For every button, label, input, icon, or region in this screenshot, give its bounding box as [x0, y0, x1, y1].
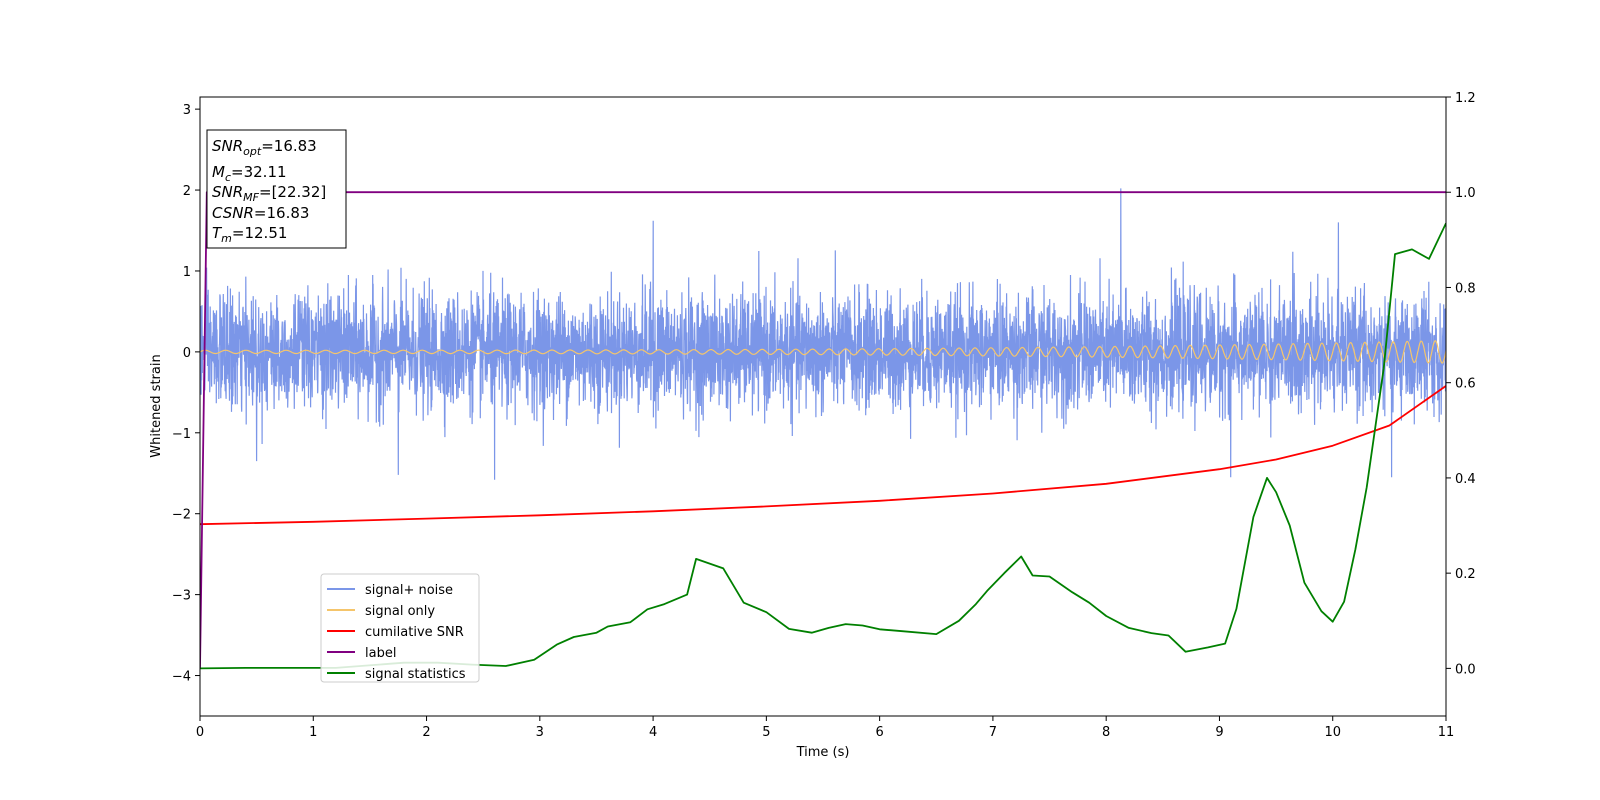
info-box: SNRopt=16.83 Mc=32.11 SNRMF=[22.32] CSNR… — [206, 129, 347, 249]
y-right-tick-label: 0.4 — [1455, 472, 1476, 487]
y-right-tick-label: 0.2 — [1455, 567, 1476, 582]
x-tick-label: 8 — [1102, 725, 1110, 740]
info-tm: Tm=12.51 — [212, 224, 287, 245]
x-tick-label: 0 — [196, 725, 204, 740]
y-left-tick-label: −1 — [172, 427, 191, 442]
legend-label: signal+ noise — [365, 583, 453, 598]
y-right-tick-label: 1.2 — [1455, 91, 1476, 106]
y-axis-label: Whitened strain — [149, 354, 164, 457]
y-left-tick-label: −4 — [172, 670, 191, 685]
y-right-tick-label: 0.8 — [1455, 281, 1476, 296]
y-axis-left: −4 −3 −2 −1 0 1 2 3 — [172, 103, 200, 685]
legend: signal+ noise signal only cumilative SNR la… — [320, 573, 480, 683]
x-tick-label: 9 — [1215, 725, 1223, 740]
y-left-tick-label: 0 — [183, 346, 191, 361]
series-signal-noise — [200, 188, 1446, 480]
legend-items: signal+ noise signal only cumilative SNR la… — [327, 583, 466, 682]
x-tick-label: 4 — [649, 725, 657, 740]
series-cumulative-snr — [200, 385, 1446, 526]
x-tick-label: 1 — [309, 725, 317, 740]
info-csnr: CSNR=16.83 — [212, 204, 309, 222]
x-tick-label: 11 — [1438, 725, 1455, 740]
y-right-tick-label: 0.0 — [1455, 662, 1476, 677]
y-left-tick-label: 3 — [183, 103, 191, 118]
x-tick-label: 5 — [762, 725, 770, 740]
y-axis-right: 0.0 0.2 0.4 0.6 0.8 1.0 1.2 — [1446, 91, 1476, 677]
info-snr-opt: SNRopt=16.83 — [212, 137, 317, 158]
x-axis: 0 1 2 3 4 5 6 7 8 9 10 11 — [196, 716, 1454, 740]
legend-label: cumilative SNR — [365, 625, 464, 640]
series-signal-only — [200, 340, 1446, 364]
y-left-tick-label: −3 — [172, 589, 191, 604]
y-left-tick-label: 2 — [183, 184, 191, 199]
info-snr-mf: SNRMF=[22.32] — [212, 183, 326, 204]
x-tick-label: 3 — [536, 725, 544, 740]
series-signal-statistics — [200, 222, 1446, 670]
y-left-tick-label: −2 — [172, 508, 191, 523]
x-tick-label: 6 — [875, 725, 883, 740]
legend-label: signal only — [365, 604, 435, 619]
x-axis-label: Time (s) — [796, 745, 850, 760]
legend-label: label — [365, 646, 396, 661]
x-tick-label: 2 — [422, 725, 430, 740]
info-chirp-mass: Mc=32.11 — [212, 163, 287, 184]
x-tick-label: 10 — [1324, 725, 1341, 740]
y-left-tick-label: 1 — [183, 265, 191, 280]
y-right-tick-label: 1.0 — [1455, 186, 1476, 201]
info-box-frame — [206, 129, 347, 249]
legend-frame — [320, 573, 480, 683]
y-right-tick-label: 0.6 — [1455, 377, 1476, 392]
plot-frame — [199, 96, 1447, 717]
legend-label: signal statistics — [365, 667, 466, 682]
x-tick-label: 7 — [989, 725, 997, 740]
